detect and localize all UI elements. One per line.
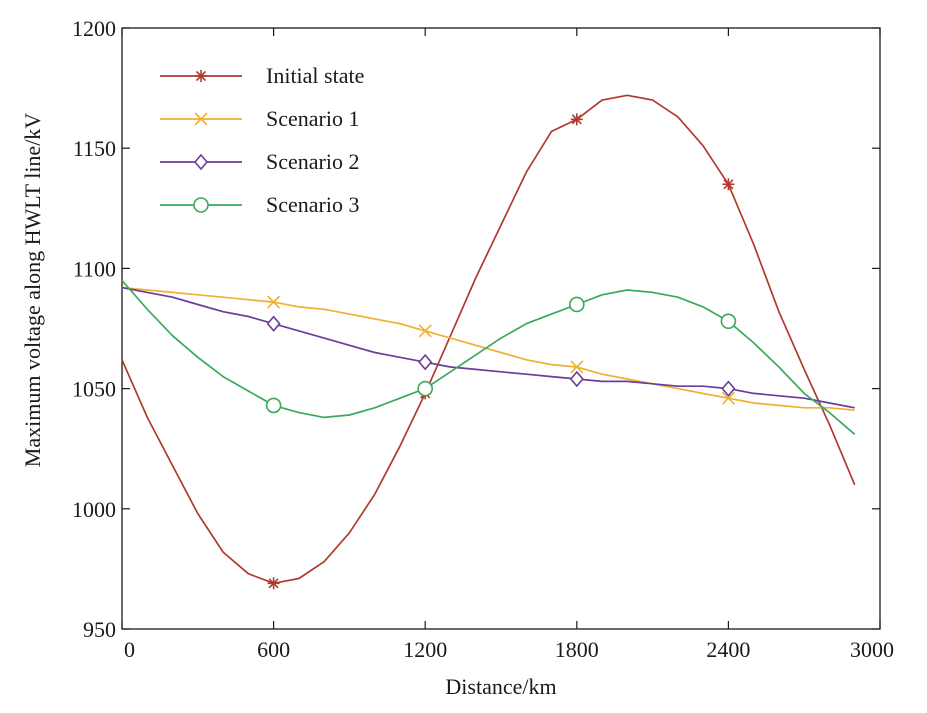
legend-label: Scenario 2 xyxy=(266,149,359,174)
x-tick-label: 0 xyxy=(124,637,135,662)
legend-entry: Scenario 3 xyxy=(160,192,359,217)
x-tick-label: 3000 xyxy=(850,637,894,662)
axes-frame xyxy=(121,27,881,630)
legend-entry: Initial state xyxy=(160,63,364,88)
series-line xyxy=(121,94,856,585)
legend-label: Scenario 1 xyxy=(266,106,359,131)
data-point-marker xyxy=(418,324,432,338)
series-4 xyxy=(121,279,856,435)
legend-label: Scenario 3 xyxy=(266,192,359,217)
data-point-marker xyxy=(569,370,584,388)
series-lines xyxy=(121,94,856,590)
series-line xyxy=(121,286,855,409)
legend-marker xyxy=(193,153,209,171)
x-axis-title: Distance/km xyxy=(445,674,556,699)
legend-marker xyxy=(193,197,209,213)
asterisk-stroke xyxy=(195,70,207,82)
y-tick-label: 1000 xyxy=(72,497,116,522)
axis-ticks: 0 600 1200 1800 2400 3000 950 1000 1050 1100 1150 1… xyxy=(72,16,894,662)
data-point-marker xyxy=(568,296,585,313)
data-point-marker xyxy=(720,313,737,330)
y-tick-label: 950 xyxy=(83,617,116,642)
x-tick-label: 1200 xyxy=(403,637,447,662)
y-tick-label: 1050 xyxy=(72,377,116,402)
y-tick-label: 1150 xyxy=(73,136,116,161)
series-1 xyxy=(121,94,856,590)
data-point-marker xyxy=(265,397,282,414)
x-stroke xyxy=(267,295,281,309)
data-point-marker xyxy=(721,380,736,397)
x-tick-label: 1800 xyxy=(555,637,599,662)
x-tick-label: 600 xyxy=(257,637,290,662)
asterisk-stroke xyxy=(571,114,582,125)
series-2 xyxy=(121,286,855,412)
data-point-marker xyxy=(570,113,583,126)
data-point-marker xyxy=(418,353,433,371)
legend: Initial state Scenario 1 Scenario 2 Scenari… xyxy=(160,63,364,217)
series-line xyxy=(121,286,855,412)
legend-marker xyxy=(194,112,208,126)
x-stroke xyxy=(570,360,584,374)
y-axis-title: Maximum voltage along HWLT line/kV xyxy=(20,113,45,468)
legend-entry: Scenario 1 xyxy=(160,106,359,131)
asterisk-stroke xyxy=(268,578,279,589)
data-point-marker xyxy=(267,295,281,309)
legend-label: Initial state xyxy=(266,63,364,88)
legend-entry: Scenario 2 xyxy=(160,149,359,174)
data-point-marker xyxy=(417,380,434,397)
legend-marker xyxy=(195,70,207,82)
plot-frame xyxy=(121,27,881,630)
data-point-marker xyxy=(721,391,735,405)
series-line xyxy=(121,279,856,435)
x-tick-label: 2400 xyxy=(706,637,750,662)
y-tick-label: 1200 xyxy=(72,16,116,41)
y-tick-label: 1100 xyxy=(73,256,116,281)
asterisk-stroke xyxy=(723,179,734,190)
data-point-marker xyxy=(570,360,584,374)
data-point-marker xyxy=(266,315,281,332)
x-stroke xyxy=(418,324,432,338)
x-stroke xyxy=(194,112,208,126)
data-point-marker xyxy=(267,577,280,590)
x-stroke xyxy=(721,391,735,405)
data-point-marker xyxy=(722,178,735,191)
series-3 xyxy=(121,286,855,409)
